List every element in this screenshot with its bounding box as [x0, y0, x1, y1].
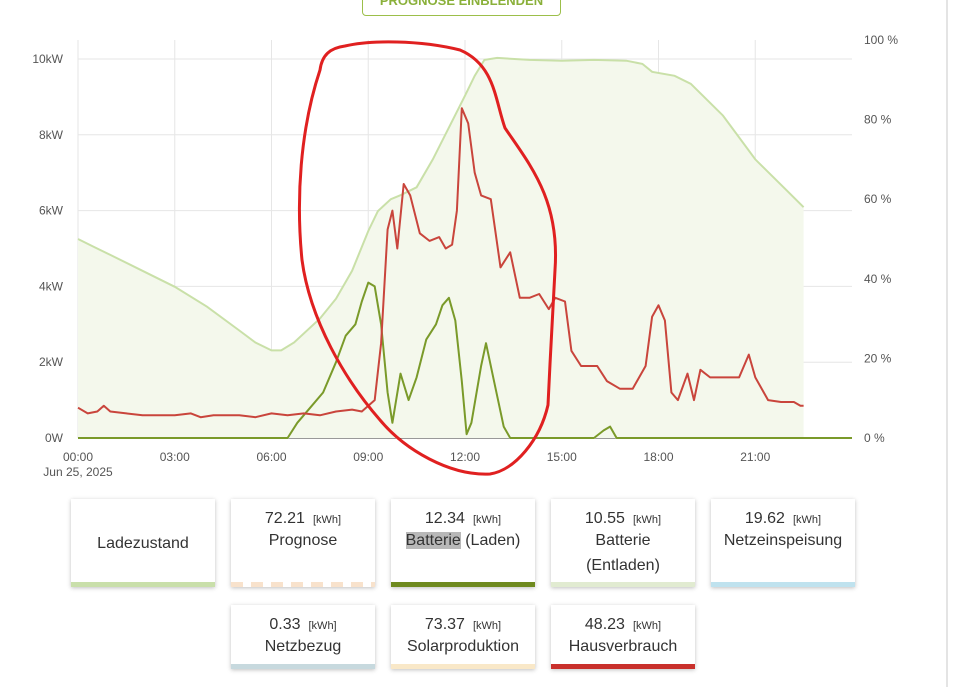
card-label: Batterie	[595, 532, 651, 549]
y-right-tick-label: 60 %	[864, 192, 892, 206]
series-ladezustand-area	[78, 57, 804, 439]
card-value: 12.34 [kWh]	[424, 510, 502, 527]
x-tick-label: 12:00	[450, 450, 480, 464]
series-ladezustand-line	[77, 56, 805, 352]
x-tick-label: 09:00	[353, 450, 383, 464]
forecast-toggle-button[interactable]: PROGNOSE EINBLENDEN	[362, 0, 561, 16]
y-left-tick-label: 2kW	[39, 355, 64, 369]
y-left-tick-label: 8kW	[39, 128, 64, 142]
card-batterie-laden[interactable]: 12.34 [kWh] Batterie (Laden)	[391, 499, 535, 587]
card-label: Hausverbrauch	[568, 638, 678, 655]
y-left-tick-label: 0W	[45, 431, 64, 445]
card-netzbezug[interactable]: 0.33 [kWh] Netzbezug	[231, 605, 375, 669]
y-right-tick-label: 0 %	[864, 431, 885, 445]
card-label: Netzbezug	[264, 638, 342, 655]
y-left-tick-label: 4kW	[39, 279, 64, 293]
card-batterie-entladen[interactable]: 10.55 [kWh] Batterie (Entladen)	[551, 499, 695, 587]
card-value: 19.62 [kWh]	[744, 510, 822, 527]
card-label-line2: (Entladen)	[586, 557, 660, 574]
card-hausverbrauch[interactable]: 48.23 [kWh] Hausverbrauch	[551, 605, 695, 669]
x-tick-label: 15:00	[547, 450, 577, 464]
card-bar	[231, 664, 375, 669]
card-bar	[391, 664, 535, 669]
x-tick-label: 03:00	[160, 450, 190, 464]
x-tick-label: 18:00	[643, 450, 673, 464]
card-bar	[391, 582, 535, 587]
card-bar	[71, 582, 215, 587]
series-batterie-laden-line	[78, 281, 852, 439]
y-left-tick-label: 6kW	[39, 204, 64, 218]
card-netzeinspeisung[interactable]: 19.62 [kWh] Netzeinspeisung	[711, 499, 855, 587]
card-value: 73.37 [kWh]	[424, 616, 502, 633]
panel-divider	[946, 0, 948, 687]
card-label: Solarproduktion	[406, 638, 520, 655]
x-tick-label: 00:00	[63, 450, 93, 464]
annotation-circle	[297, 40, 558, 476]
card-ladezustand[interactable]: Ladezustand	[71, 499, 215, 587]
y-right-tick-label: 80 %	[864, 113, 892, 127]
card-label: Batterie (Laden)	[405, 532, 521, 549]
card-bar	[551, 582, 695, 587]
card-bar	[231, 582, 375, 587]
card-label: Prognose	[268, 532, 338, 549]
y-right-tick-label: 100 %	[864, 33, 898, 47]
x-tick-label: 06:00	[256, 450, 286, 464]
selected-text-highlight: Batterie	[405, 532, 461, 549]
y-right-tick-label: 20 %	[864, 351, 892, 365]
card-label: Netzeinspeisung	[723, 532, 843, 549]
y-right-tick-label: 40 %	[864, 272, 892, 286]
series-hausverbrauch-line	[77, 107, 804, 419]
x-date-label: Jun 25, 2025	[43, 465, 113, 479]
x-tick-label: 21:00	[740, 450, 770, 464]
card-label: Ladezustand	[97, 535, 189, 552]
y-left-tick-label: 10kW	[32, 52, 63, 66]
energy-chart: 0W 2kW 4kW 6kW 8kW 10kW 0 % 20 % 40 % 60 % 80 % 100…	[32, 33, 898, 479]
card-solarproduktion[interactable]: 73.37 [kWh] Solarproduktion	[391, 605, 535, 669]
card-prognose[interactable]: 72.21 [kWh] Prognose	[231, 499, 375, 587]
card-value: 10.55 [kWh]	[584, 510, 662, 527]
card-value: 0.33 [kWh]	[269, 616, 337, 633]
card-value: 48.23 [kWh]	[584, 616, 662, 633]
card-bar	[711, 582, 855, 587]
card-value: 72.21 [kWh]	[264, 510, 342, 527]
card-bar	[551, 664, 695, 669]
